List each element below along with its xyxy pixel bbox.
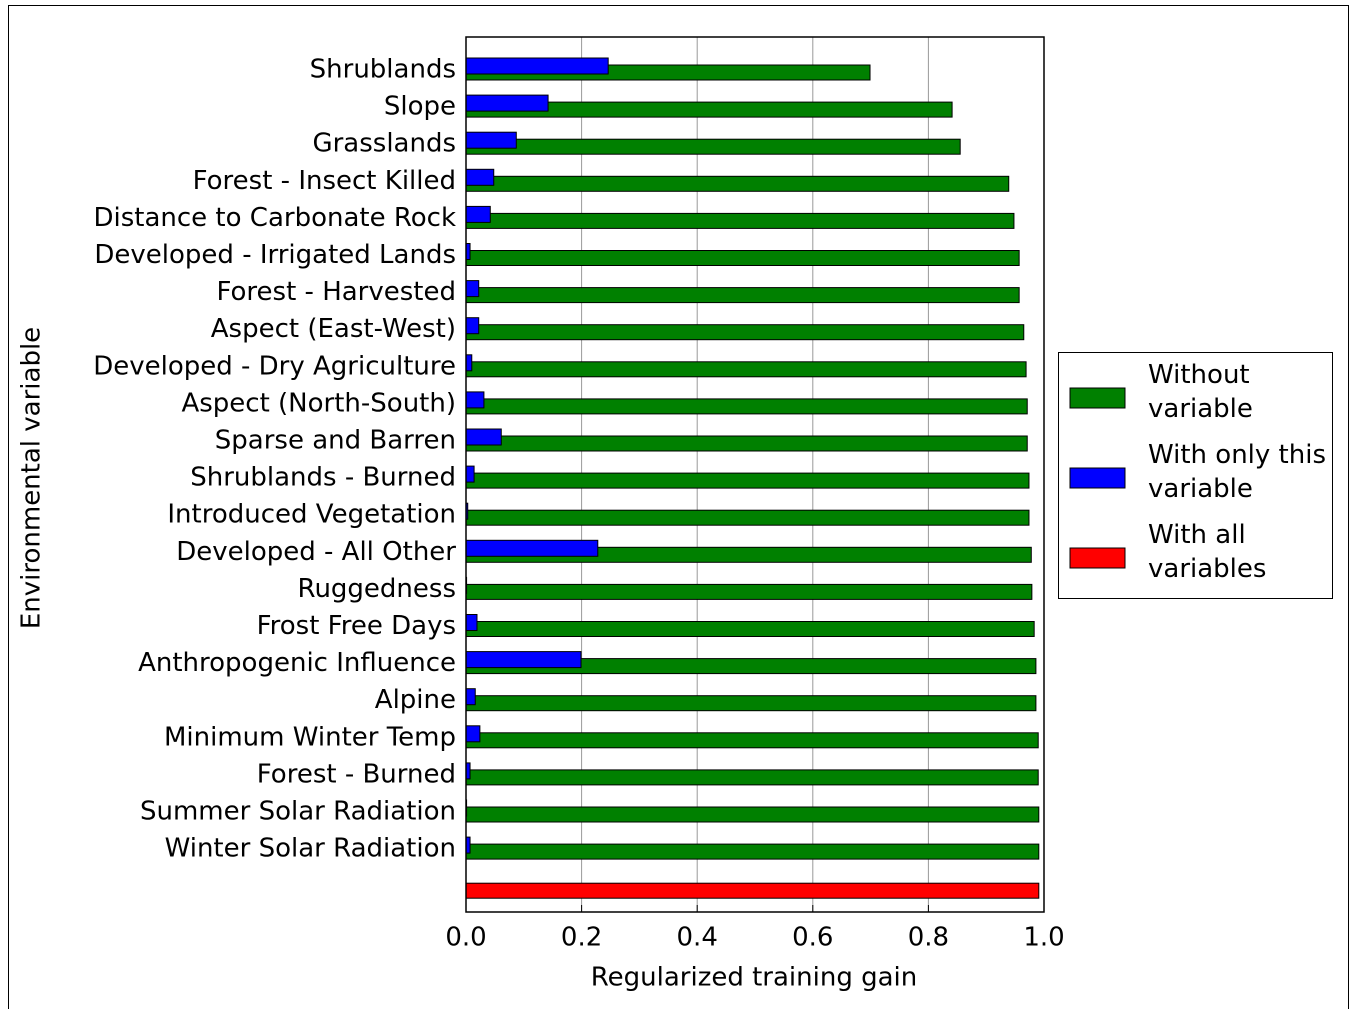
bar — [465, 354, 473, 372]
x-axis-label: Regularized training gain — [591, 963, 918, 993]
bar — [465, 882, 1040, 899]
bar — [465, 614, 478, 631]
bar — [465, 317, 480, 335]
legend-label: With all variables — [1148, 520, 1267, 584]
y-tick-label: Developed - All Other — [176, 537, 456, 567]
x-tick-label: 0.6 — [792, 923, 833, 953]
y-tick-label: Summer Solar Radiation — [140, 797, 456, 827]
y-tick-label: Aspect (North-South) — [181, 388, 456, 418]
bar — [465, 725, 481, 743]
legend-label: Without variable — [1148, 360, 1253, 424]
bar — [465, 361, 1027, 378]
y-tick-label: Forest - Burned — [257, 759, 456, 789]
bar — [465, 583, 1033, 600]
bar — [465, 205, 491, 223]
bar — [465, 94, 549, 112]
legend-swatch — [1069, 547, 1126, 569]
bar — [465, 472, 1030, 489]
bar — [465, 428, 502, 446]
x-tick-label: 0.8 — [908, 923, 949, 953]
bar — [465, 391, 485, 409]
y-tick-label: Introduced Vegetation — [167, 500, 456, 530]
y-tick-label: Anthropogenic Influence — [138, 648, 456, 678]
legend-swatch — [1069, 387, 1126, 409]
bar — [465, 175, 1010, 192]
x-tick-label: 1.0 — [1023, 923, 1064, 953]
bar — [465, 287, 1020, 304]
bar — [465, 398, 1028, 415]
y-tick-label: Developed - Irrigated Lands — [94, 240, 456, 270]
bar — [465, 732, 1039, 749]
x-tick-label: 0.0 — [445, 923, 486, 953]
bar — [465, 509, 1030, 526]
bar — [465, 651, 582, 669]
bar — [465, 843, 1040, 860]
bar — [465, 57, 609, 75]
y-tick-label: Slope — [384, 92, 456, 122]
x-tick-label: 0.2 — [561, 923, 602, 953]
bar — [465, 324, 1025, 341]
bar — [465, 280, 480, 298]
y-tick-label: Alpine — [375, 685, 456, 715]
plot-frame — [465, 36, 1045, 913]
bar — [465, 131, 517, 149]
page-border — [8, 5, 1349, 1009]
bar — [465, 168, 495, 186]
y-tick-label: Shrublands - Burned — [190, 463, 456, 493]
y-tick-label: Distance to Carbonate Rock — [93, 203, 456, 233]
bar — [465, 138, 961, 155]
bar — [465, 465, 475, 483]
y-tick-label: Shrublands — [310, 55, 456, 85]
bar — [465, 212, 1015, 229]
y-tick-label: Sparse and Barren — [215, 426, 456, 456]
bar — [465, 769, 1039, 786]
bar — [465, 250, 1020, 266]
legend-swatch — [1069, 467, 1126, 489]
bar — [465, 806, 1040, 823]
y-tick-label: Ruggedness — [298, 574, 456, 604]
legend-label: With only this variable — [1148, 440, 1327, 504]
bar — [465, 695, 1037, 712]
bar — [465, 539, 599, 557]
y-tick-label: Aspect (East-West) — [211, 314, 456, 344]
y-tick-label: Forest - Harvested — [217, 277, 457, 307]
bar — [465, 621, 1035, 637]
y-tick-label: Winter Solar Radiation — [165, 834, 456, 864]
y-tick-label: Forest - Insect Killed — [193, 166, 456, 196]
x-tick-label: 0.4 — [677, 923, 718, 953]
y-tick-label: Frost Free Days — [257, 611, 456, 641]
y-tick-label: Grasslands — [312, 129, 456, 159]
y-axis-label: Environmental variable — [17, 327, 47, 629]
y-tick-label: Minimum Winter Temp — [164, 722, 456, 752]
bar — [465, 688, 476, 706]
bar — [465, 435, 1028, 452]
y-tick-label: Developed - Dry Agriculture — [93, 351, 456, 381]
